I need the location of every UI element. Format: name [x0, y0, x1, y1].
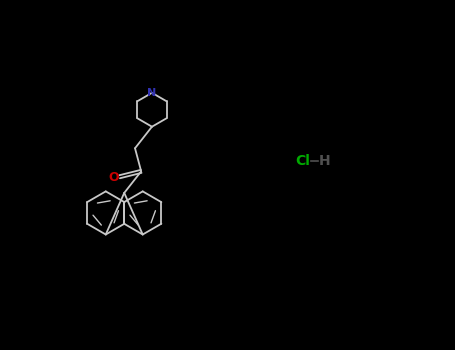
Text: Cl: Cl — [295, 154, 310, 168]
Text: N: N — [147, 88, 157, 98]
Text: H: H — [318, 154, 330, 168]
Text: O: O — [108, 171, 119, 184]
